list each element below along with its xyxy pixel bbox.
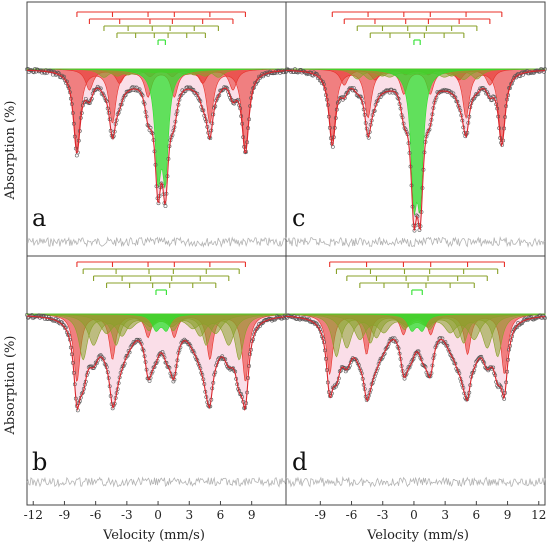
right-tick-label: 0	[410, 508, 418, 522]
data-point	[219, 89, 224, 93]
data-point	[393, 91, 398, 96]
residual-trace	[285, 475, 546, 488]
panel-label: b	[32, 448, 47, 476]
data-point	[259, 74, 264, 79]
data-point	[292, 314, 296, 319]
data-point	[226, 89, 231, 94]
data-point	[100, 91, 105, 96]
right-tick-label: -9	[314, 508, 326, 522]
data-point	[541, 67, 545, 72]
data-point	[135, 337, 140, 342]
data-point	[473, 364, 478, 368]
y-axis-label-top: Absorption (%)	[3, 101, 18, 201]
component-doublet-5	[285, 313, 546, 332]
data-point	[121, 95, 126, 100]
fit-curve	[26, 315, 287, 412]
residual-trace	[26, 476, 287, 488]
panel-c: c	[284, 1, 547, 257]
x-tick-labels: -12 -9 -6 -3 0 3 6 9 -9 -6 -3 0 3 6 9 12	[24, 501, 546, 522]
y-axis-label-bottom: Absorption (%)	[3, 336, 18, 436]
line-position-brackets	[331, 11, 503, 45]
residual-trace	[26, 236, 287, 248]
fit-curve	[285, 69, 546, 231]
left-tick-label: 0	[154, 508, 162, 522]
left-tick-label: 9	[248, 508, 256, 522]
data-point	[93, 87, 98, 92]
panel-label: a	[32, 204, 46, 232]
fit-curve	[26, 69, 287, 205]
data-point	[394, 92, 399, 96]
data-point	[131, 88, 136, 92]
data-point	[193, 90, 198, 95]
data-point	[163, 204, 168, 208]
data-point	[413, 351, 418, 356]
right-tick-label: -6	[346, 508, 358, 522]
left-tick-label: 6	[217, 508, 225, 522]
data-point	[543, 316, 547, 320]
line-position-brackets	[76, 11, 246, 45]
data-point	[101, 93, 106, 98]
data-point	[216, 94, 221, 99]
data-point	[384, 345, 389, 350]
right-tick-label: -3	[377, 508, 389, 522]
fit-curve	[285, 315, 546, 402]
data-point	[446, 347, 451, 352]
right-tick-label: 9	[504, 508, 512, 522]
x-axis-label-left: Velocity (mm/s)	[102, 528, 205, 543]
data-point	[39, 68, 43, 73]
data-point	[296, 314, 300, 319]
left-tick-label: -12	[24, 508, 43, 522]
data-point	[437, 90, 442, 95]
data-point	[354, 358, 359, 363]
right-tick-label: 6	[473, 508, 481, 522]
left-tick-label: 3	[185, 508, 193, 522]
data-point	[480, 357, 485, 362]
panel-label: d	[292, 448, 307, 476]
data-point	[157, 352, 162, 357]
right-tick-label: 12	[531, 508, 546, 522]
data-point	[92, 364, 97, 369]
left-tick-label: -9	[59, 508, 71, 522]
x-axis-label-right: Velocity (mm/s)	[366, 528, 469, 543]
data-point	[60, 75, 65, 80]
data-point	[136, 88, 141, 93]
panel-b: b	[25, 255, 288, 506]
component-doublet-5	[285, 68, 546, 216]
panel-label: c	[292, 204, 305, 232]
left-tick-label: -6	[90, 508, 102, 522]
component-doublet-5	[26, 68, 287, 189]
data-point	[538, 69, 542, 74]
panel-frame	[285, 255, 546, 506]
data-point	[330, 144, 335, 149]
left-tick-label: -3	[121, 508, 133, 522]
panel-a: a	[25, 1, 288, 257]
data-point	[349, 86, 354, 90]
line-position-brackets	[76, 261, 246, 295]
right-tick-label: 3	[441, 508, 449, 522]
line-position-brackets	[329, 261, 505, 295]
data-point	[260, 321, 264, 326]
panel-d: d	[284, 255, 547, 506]
residual-trace	[285, 235, 546, 248]
data-point	[447, 349, 452, 354]
component-doublet-5	[26, 313, 287, 332]
data-point	[312, 322, 317, 326]
data-point	[483, 87, 488, 92]
